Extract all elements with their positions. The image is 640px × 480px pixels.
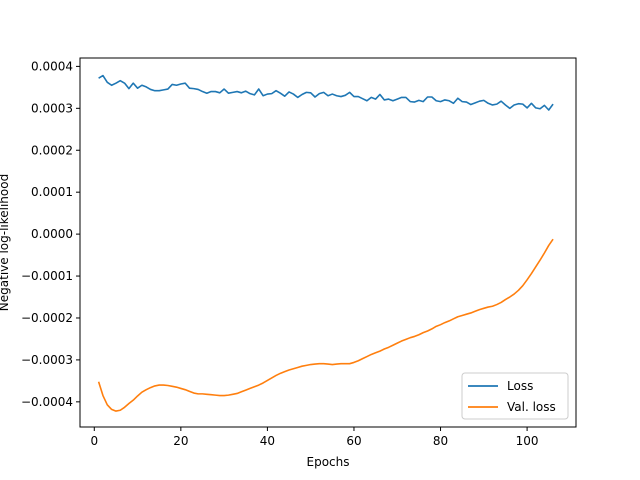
y-tick-label: 0.0000: [31, 227, 73, 241]
x-tick-label: 20: [173, 434, 188, 448]
legend-label-val-loss: Val. loss: [507, 400, 556, 414]
y-tick-label: −0.0001: [21, 269, 73, 283]
x-tick-label: 80: [433, 434, 448, 448]
plot-frame: [79, 57, 577, 428]
y-tick-label: −0.0003: [21, 353, 73, 367]
x-tick-label: 100: [516, 434, 539, 448]
y-axis-label: Negative log-likelihood: [0, 174, 11, 311]
series-line-loss: [98, 74, 554, 111]
x-tick-label: 60: [346, 434, 361, 448]
x-tick-label: 0: [90, 434, 98, 448]
y-axis-ticks: −0.0004 −0.0003 −0.0002 −0.0001 0.0000 0.0001…: [21, 59, 80, 409]
y-tick-label: −0.0002: [21, 311, 73, 325]
y-tick-label: −0.0004: [21, 395, 73, 409]
y-tick-label: 0.0002: [31, 143, 73, 157]
series-line-val-loss: [97, 238, 554, 412]
x-axis-label: Epochs: [307, 455, 350, 469]
x-tick-label: 40: [260, 434, 275, 448]
legend: Loss Val. loss: [461, 372, 569, 420]
y-tick-label: 0.0004: [31, 59, 73, 73]
plot-lines: [97, 74, 554, 412]
x-axis-ticks: 0 20 40 60 80 100: [90, 427, 539, 448]
y-tick-label: 0.0003: [31, 101, 73, 115]
y-tick-label: 0.0001: [31, 185, 73, 199]
legend-label-loss: Loss: [507, 379, 533, 393]
